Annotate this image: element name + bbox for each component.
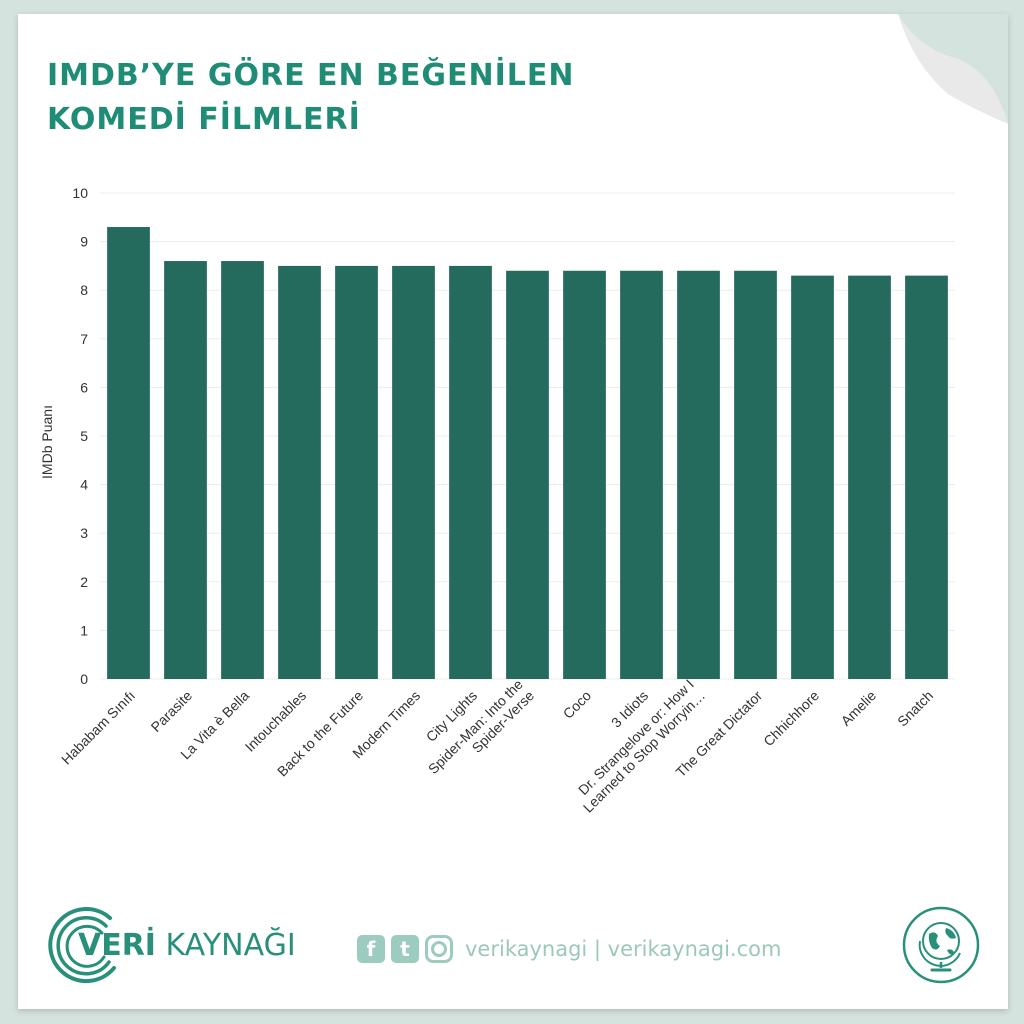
bar — [677, 270, 720, 679]
y-tick-label: 8 — [80, 282, 88, 298]
bar — [335, 265, 378, 679]
title-line-1: IMDB’YE GÖRE EN BEĞENİLEN — [47, 58, 575, 93]
y-tick-label: 0 — [80, 671, 88, 687]
title-line-2: KOMEDİ FİLMLERİ — [47, 102, 361, 137]
x-tick-label-line: Coco — [560, 687, 595, 722]
social-links: f t verikaynagi | verikaynagi.com — [357, 933, 781, 965]
brand-arc-icon — [48, 907, 116, 983]
bar — [278, 265, 321, 679]
y-tick-label: 9 — [80, 234, 88, 250]
brand-bold: VERİ — [78, 928, 156, 963]
bar — [449, 265, 492, 679]
x-tick-label: Coco — [560, 687, 595, 722]
x-tick-label: Parasite — [148, 687, 196, 735]
bars — [107, 227, 948, 679]
x-tick-label: Snatch — [894, 687, 936, 729]
brand-name: VERİ KAYNAĞI — [78, 928, 296, 963]
bar — [563, 270, 606, 679]
chart-title: IMDB’YE GÖRE EN BEĞENİLEN KOMEDİ FİLMLER… — [47, 54, 575, 142]
page-curl — [898, 14, 1008, 124]
x-tick-label-line: Snatch — [894, 687, 936, 729]
x-tick-label-line: Parasite — [148, 687, 196, 735]
bar — [164, 261, 207, 679]
x-tick-label: Chhichhore — [760, 687, 822, 749]
y-tick-label: 10 — [72, 185, 88, 201]
facebook-icon[interactable]: f — [357, 935, 385, 963]
y-tick-label: 4 — [80, 477, 88, 493]
y-tick-label: 5 — [80, 428, 88, 444]
social-handle: verikaynagi | verikaynagi.com — [465, 937, 782, 961]
instagram-icon[interactable] — [425, 935, 453, 963]
bar — [620, 270, 663, 679]
bar-chart: 0 1 2 3 4 5 6 7 8 9 10 IMDb Puanı Hababam Sınıfı Pa… — [39, 185, 955, 816]
x-tick-label: Amelie — [838, 687, 880, 729]
bar — [506, 270, 549, 679]
globe-icon — [902, 906, 980, 984]
y-axis-ticks: 0 1 2 3 4 5 6 7 8 9 10 — [72, 185, 88, 687]
y-tick-label: 1 — [80, 622, 88, 638]
bar — [221, 261, 264, 679]
bar — [734, 270, 777, 679]
x-tick-label-line: Amelie — [838, 687, 880, 729]
bar — [791, 275, 834, 679]
x-tick-label-line: Hababam Sınıfı — [58, 687, 138, 767]
y-tick-label: 6 — [80, 379, 88, 395]
bar — [848, 275, 891, 679]
y-tick-label: 3 — [80, 525, 88, 541]
brand-thin: KAYNAĞI — [155, 928, 296, 963]
bar — [392, 265, 435, 679]
y-axis-label: IMDb Puanı — [39, 405, 55, 479]
x-tick-label-line: Chhichhore — [760, 687, 822, 749]
twitter-icon[interactable]: t — [391, 935, 419, 963]
bar — [107, 227, 150, 679]
y-tick-label: 7 — [80, 331, 88, 347]
x-tick-label: Hababam Sınıfı — [58, 687, 138, 767]
y-tick-label: 2 — [80, 574, 88, 590]
bar — [905, 275, 948, 679]
